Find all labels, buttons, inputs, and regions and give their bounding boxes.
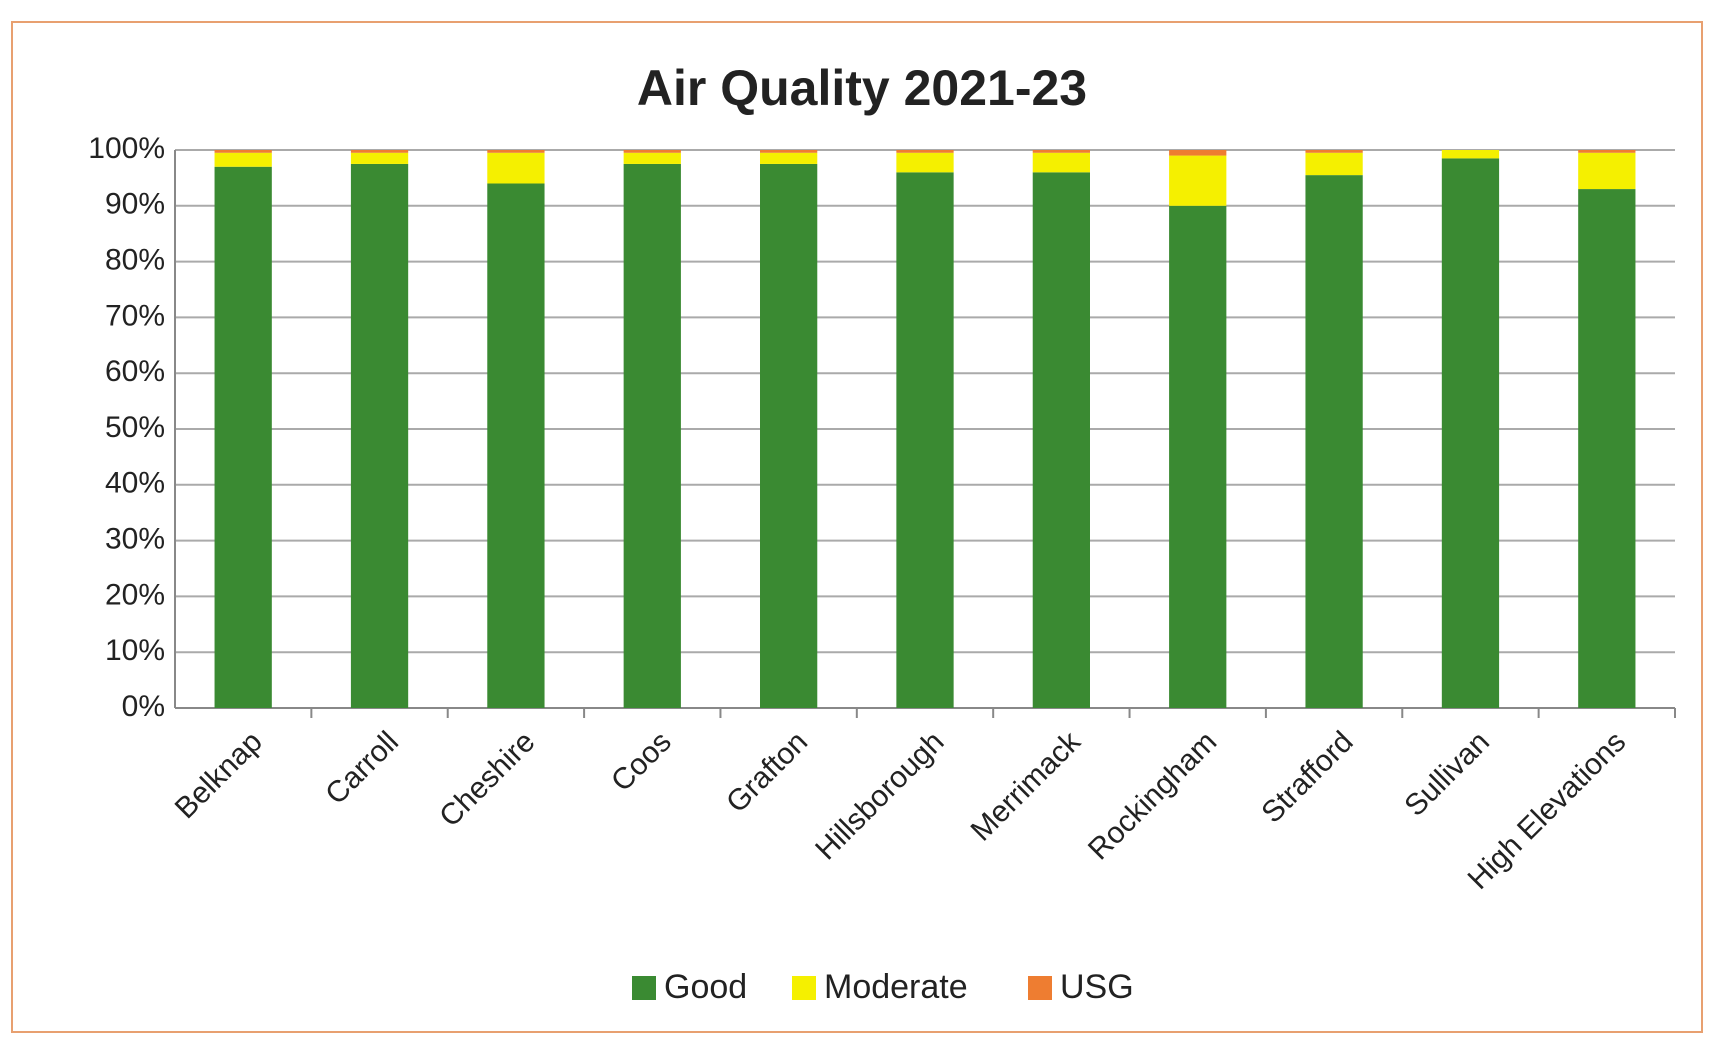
- legend-label: Moderate: [824, 968, 968, 1006]
- bar-segment: [623, 163, 681, 708]
- legend-label: USG: [1060, 968, 1134, 1006]
- bar-segment: [214, 166, 272, 709]
- bar-segment: [896, 152, 954, 173]
- bar-segment: [487, 152, 545, 184]
- y-tick-label: 0%: [122, 690, 165, 723]
- bar-segment: [350, 152, 409, 164]
- y-tick-label: 40%: [105, 467, 165, 500]
- y-tick-label: 30%: [105, 523, 165, 556]
- y-tick-label: 80%: [105, 244, 165, 277]
- bar-segment: [1169, 150, 1227, 156]
- bar-segment: [760, 163, 818, 708]
- bar-segment: [760, 152, 818, 164]
- y-tick-label: 20%: [105, 578, 165, 611]
- legend-swatch: [632, 976, 656, 1000]
- legend-swatch: [1028, 976, 1052, 1000]
- bar-segment: [1032, 150, 1090, 153]
- y-tick-label: 90%: [105, 188, 165, 221]
- bar-segment: [1578, 150, 1636, 153]
- bar-segment: [1578, 189, 1636, 708]
- bar-segment: [214, 152, 272, 167]
- bar-segment: [760, 150, 818, 153]
- y-tick-label: 100%: [88, 132, 165, 165]
- bar-segment: [1441, 158, 1500, 708]
- bar-segment: [623, 152, 681, 164]
- chart-title: Air Quality 2021-23: [637, 60, 1087, 116]
- chart-frame: [11, 21, 1703, 1033]
- legend-label: Good: [664, 968, 747, 1006]
- bar-segment: [1305, 175, 1363, 709]
- y-tick-label: 60%: [105, 355, 165, 388]
- bar-segment: [896, 172, 954, 708]
- bar-segment: [487, 183, 545, 709]
- bar-segment: [1032, 172, 1090, 708]
- bar-segment: [1578, 152, 1636, 190]
- bar-segment: [896, 150, 954, 153]
- bar-segment: [214, 150, 272, 153]
- bar-segment: [1169, 205, 1227, 709]
- bar-segment: [1441, 150, 1500, 159]
- bar-segment: [350, 163, 409, 708]
- bar-segment: [1169, 155, 1227, 206]
- bar-segment: [350, 150, 409, 153]
- bar-segment: [487, 150, 545, 153]
- y-tick-label: 70%: [105, 299, 165, 332]
- legend-swatch: [792, 976, 816, 1000]
- y-tick-label: 10%: [105, 634, 165, 667]
- bar-segment: [1032, 152, 1090, 173]
- bar-segment: [623, 150, 681, 153]
- bar-segment: [1305, 150, 1363, 153]
- bar-segment: [1305, 152, 1363, 176]
- y-tick-label: 50%: [105, 411, 165, 444]
